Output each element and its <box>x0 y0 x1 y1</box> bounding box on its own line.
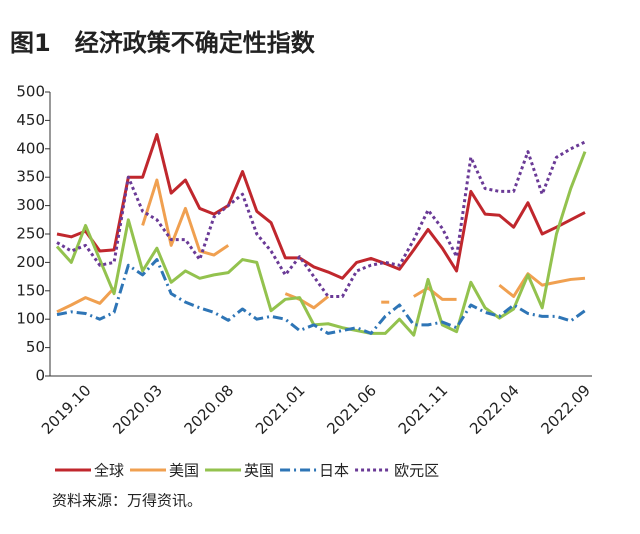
x-tick-label: 2020.03 <box>109 381 166 438</box>
x-tick-label: 2021.01 <box>252 381 309 438</box>
x-tick-label: 2020.08 <box>181 381 238 438</box>
y-tick-label: 400 <box>16 139 45 157</box>
series-line <box>498 272 586 298</box>
x-tick-label: 2022.09 <box>537 381 594 438</box>
y-tick-label: 300 <box>16 196 45 214</box>
legend-label: 欧元区 <box>394 462 439 480</box>
y-tick-label: 500 <box>16 83 45 101</box>
y-tick-label: 150 <box>16 281 45 299</box>
x-tick-label: 2021.06 <box>323 381 380 438</box>
legend-label: 英国 <box>244 462 274 480</box>
series-line <box>56 258 586 335</box>
y-tick-label: 200 <box>16 253 45 271</box>
y-tick-label: 50 <box>26 338 45 356</box>
y-tick-label: 100 <box>16 310 45 328</box>
legend-label: 日本 <box>319 462 349 480</box>
y-tick-label: 250 <box>16 225 45 243</box>
series-line <box>284 292 330 310</box>
legend-label: 美国 <box>169 462 199 480</box>
series-line <box>56 286 116 314</box>
x-tick-label: 2022.04 <box>466 381 523 438</box>
x-tick-label: 2021.11 <box>395 381 452 438</box>
legend-label: 全球 <box>94 462 124 480</box>
source-note: 资料来源：万得资讯。 <box>52 492 202 510</box>
series-line <box>141 178 230 257</box>
series-line <box>56 140 586 298</box>
series-line <box>412 286 457 301</box>
y-tick-label: 350 <box>16 168 45 186</box>
chart-title: 图1 经济政策不确定性指数 <box>10 29 316 57</box>
y-tick-label: 450 <box>16 111 45 129</box>
y-tick-label: 0 <box>35 367 45 385</box>
series-line <box>55 151 587 337</box>
x-tick-label: 2019.10 <box>38 381 95 438</box>
series-line <box>56 133 586 280</box>
